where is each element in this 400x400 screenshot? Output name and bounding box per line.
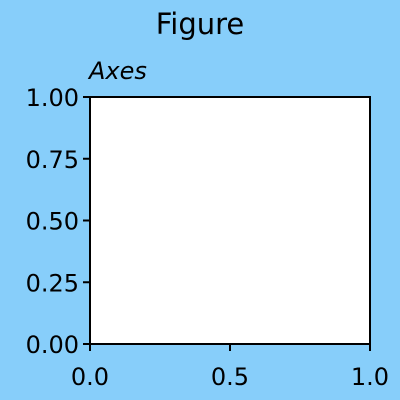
x-axis: 0.0 0.5 1.0	[71, 344, 389, 391]
figure-title: Figure	[156, 7, 245, 41]
y-tick-label: 0.00	[26, 331, 79, 359]
y-tick-label: 1.00	[26, 84, 79, 112]
y-tick-label: 0.75	[26, 146, 79, 174]
y-tick-label: 0.50	[26, 208, 79, 236]
axes-area	[90, 97, 370, 344]
x-tick-label: 0.0	[71, 363, 109, 391]
y-axis: 0.00 0.25 0.50 0.75 1.00	[26, 84, 90, 359]
axes-title: Axes	[87, 57, 147, 85]
y-tick-label: 0.25	[26, 269, 79, 297]
x-tick-label: 0.5	[211, 363, 249, 391]
axes-frame	[89, 96, 371, 345]
x-tick-label: 1.0	[351, 363, 389, 391]
